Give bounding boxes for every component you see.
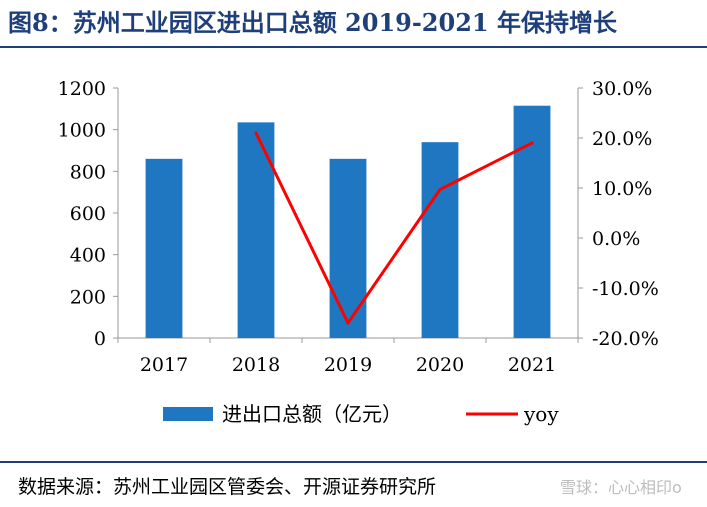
yoy-point [254, 131, 258, 135]
left-tick-label: 600 [70, 203, 106, 225]
yoy-point [530, 141, 534, 145]
bar [237, 122, 275, 338]
footer-divider [0, 461, 707, 463]
right-tick-label: 0.0% [592, 228, 640, 250]
left-tick-label: 0 [94, 328, 106, 350]
x-tick-label: 2018 [232, 354, 280, 376]
watermark: 雪球：心心相印o [560, 478, 682, 497]
chart-title: 图8：苏州工业园区进出口总额 2019-2021 年保持增长 [8, 8, 617, 37]
x-tick-label: 2019 [324, 354, 372, 376]
legend-label-bar: 进出口总额（亿元） [222, 402, 402, 426]
x-tick-label: 2020 [416, 354, 464, 376]
line-series [254, 131, 534, 325]
right-tick-label: 20.0% [592, 128, 652, 150]
bar [145, 158, 183, 338]
legend-swatch-bar [163, 407, 213, 421]
left-tick-label: 800 [70, 161, 106, 183]
yoy-point [438, 188, 442, 191]
legend: 进出口总额（亿元） yoy [163, 402, 559, 426]
x-tick-label: 2021 [508, 354, 556, 376]
bar [513, 105, 551, 338]
yoy-line [254, 132, 533, 325]
chart: 0 200 400 600 800 1000 1200 -20.0% -10.0% 0.0% 10.… [58, 78, 659, 426]
right-tick-label: -10.0% [592, 278, 659, 300]
right-tick-label: 10.0% [592, 178, 652, 200]
left-tick-label: 200 [70, 286, 106, 308]
bar-series [145, 105, 551, 338]
right-tick-label: 30.0% [592, 78, 652, 100]
source-note: 数据来源：苏州工业园区管委会、开源证券研究所 [18, 476, 437, 498]
bar [421, 142, 459, 338]
legend-label-line: yoy [523, 402, 559, 426]
title-divider [0, 46, 707, 48]
tick-labels: 0 200 400 600 800 1000 1200 -20.0% -10.0% 0.0% 10.… [58, 78, 659, 376]
right-tick-label: -20.0% [592, 328, 659, 350]
left-tick-label: 400 [70, 245, 106, 267]
yoy-point [346, 321, 350, 325]
bar [329, 158, 367, 338]
left-tick-label: 1000 [58, 120, 106, 142]
left-tick-label: 1200 [58, 78, 106, 100]
x-tick-label: 2017 [140, 354, 188, 376]
